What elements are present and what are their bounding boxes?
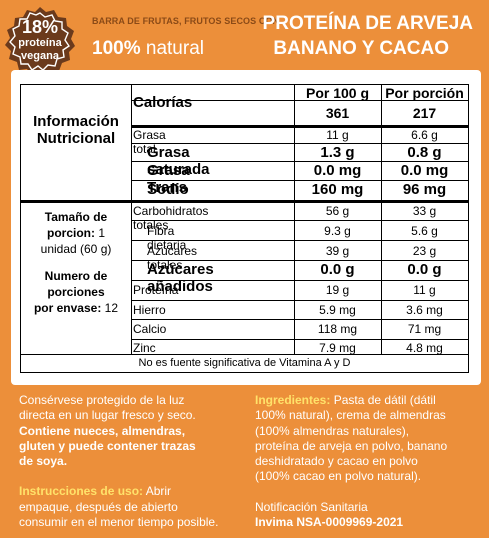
nutrient-per-100g: 39 g: [325, 244, 350, 258]
serving-title-1: Tamaño de: [44, 210, 108, 224]
serving-title-2: porcion:: [46, 226, 95, 240]
nutrient-label: Proteína: [133, 283, 179, 297]
serving-value-1: 1: [98, 226, 106, 240]
ingredients-line-1: Pasta de dátil (dátil: [333, 393, 436, 407]
ingredients-line-4: proteína de arveja en polvo, banano: [255, 438, 448, 453]
nutrient-per-portion: 6.6 g: [411, 128, 438, 142]
nutrient-per-portion: 0.0 g: [407, 261, 442, 278]
nutrient-per-portion: 23 g: [412, 244, 437, 258]
usage-line-1: Abrir: [145, 484, 172, 499]
servings-title-1: Numero de: [44, 269, 108, 283]
serving-value-2: unidad (60 g): [40, 242, 112, 256]
column-per-portion: Por porción: [385, 85, 464, 101]
calories-label: Calorías: [133, 94, 193, 111]
storage-and-usage: Consérvese protegido de la luz directa e…: [19, 393, 254, 530]
ingredients-line-6: (100% cacao en polvo natural).: [255, 469, 422, 484]
subtitle-natural: 100% natural: [92, 38, 204, 60]
ingredients-line-5: deshidratado y cacao en polvo: [255, 454, 418, 469]
nutrient-per-100g: 160 mg: [311, 181, 364, 198]
nutrient-per-portion: 5.6 g: [411, 224, 438, 238]
nutrient-label: Zinc: [133, 341, 156, 355]
nutrient-per-portion: 96 mg: [402, 181, 447, 198]
ingredients-title: Ingredientes:: [255, 393, 331, 407]
nutrition-title: Información Nutricional: [21, 113, 131, 147]
storage-line-2: directa en un lugar fresco y seco.: [19, 408, 196, 423]
nutrient-label: Fibra dietaria: [147, 224, 187, 252]
product-name-line-2: BANANO Y CACAO: [273, 38, 449, 59]
nutrient-per-100g: 1.3 g: [320, 144, 355, 161]
nutrient-per-portion: 71 mg: [407, 322, 442, 336]
nutrient-per-portion: 0.8 g: [407, 144, 442, 161]
subtitle-word: natural: [145, 38, 204, 59]
nutrient-per-portion: 3.6 mg: [406, 303, 443, 317]
nutrition-footnote: No es fuente significativa de Vitamina A…: [138, 357, 351, 369]
nutrient-per-100g: 7.9 mg: [319, 341, 356, 355]
allergen-line-2: gluten y puede contener trazas: [19, 438, 196, 453]
product-name-line-1: PROTEÍNA DE ARVEJA: [262, 13, 473, 34]
servings-per-container: Numero de porciones por envase: 12: [21, 268, 131, 316]
calories-per-100g: 361: [325, 105, 350, 121]
label-card: [11, 70, 481, 385]
nutrient-label: Grasa Trans: [147, 162, 190, 196]
nutrient-per-portion: 11 g: [413, 283, 436, 297]
nutrient-per-100g: 56 g: [325, 204, 350, 218]
usage-title: Instrucciones de uso:: [19, 484, 144, 499]
nutrient-per-100g: 5.9 mg: [319, 303, 356, 317]
nutrient-label: Azúcares añadidos: [147, 261, 214, 295]
badge-line-1: proteína: [18, 37, 62, 49]
sanitary-notification-label: Notificación Sanitaria: [255, 499, 368, 514]
servings-value: 12: [104, 301, 119, 315]
ingredients-line-2: 100% natural), crema de almendras: [255, 408, 446, 423]
nutrient-label: Sodio: [147, 181, 189, 198]
storage-line-1: Consérvese protegido de la luz: [19, 393, 185, 407]
calories-per-portion: 217: [412, 105, 437, 121]
badge-percent: 18%: [21, 17, 59, 37]
nutrient-per-100g: 19 g: [325, 283, 350, 297]
subtitle-percent: 100%: [92, 38, 141, 59]
vegan-protein-badge: 18% proteína vegana: [4, 6, 76, 78]
nutrient-per-100g: 9.3 g: [324, 224, 351, 238]
badge-seal-icon: [5, 7, 75, 76]
nutrient-per-portion: 33 g: [412, 204, 437, 218]
servings-title-3: por envase:: [33, 301, 102, 315]
subtitle-small: BARRA DE FRUTAS, FRUTOS SECOS CON: [92, 16, 280, 26]
column-per-100g: Por 100 g: [305, 85, 370, 101]
sanitary-notification-code: Invima NSA-0009969-2021: [255, 515, 404, 530]
badge-line-2: vegana: [21, 50, 59, 62]
allergen-line-3: de soya.: [19, 454, 68, 469]
usage-line-2: empaque, después de abierto: [19, 499, 178, 514]
nutrient-label: Carbohidratos totales: [133, 204, 209, 232]
servings-title-2: porciones: [47, 285, 105, 299]
serving-size: Tamaño de porcion: 1 unidad (60 g): [21, 209, 131, 257]
ingredients-line-3: (100% almendras naturales),: [255, 423, 410, 438]
nutrient-label: Grasa total: [133, 128, 166, 156]
nutrient-per-100g: 0.0 mg: [313, 162, 362, 179]
nutrient-per-100g: 118 mg: [317, 322, 358, 336]
usage-line-3: consumir en el menor tiempo posible.: [19, 515, 219, 530]
nutrient-label: Azúcares totales: [147, 244, 198, 272]
nutrient-label: Grasa saturada: [147, 144, 210, 178]
title-line-2: Nutricional: [36, 130, 116, 147]
nutrient-per-portion: 0.0 mg: [400, 162, 449, 179]
nutrient-per-100g: 0.0 g: [320, 261, 355, 278]
nutrient-label: Calcio: [133, 322, 167, 336]
allergen-line-1: Contiene nueces, almendras,: [19, 423, 186, 438]
title-line-1: Información: [33, 113, 119, 130]
nutrient-label: Hierro: [133, 303, 166, 317]
nutrient-per-portion: 4.8 mg: [406, 341, 443, 355]
nutrition-facts-table: Información Nutricional Por 100 g Por po…: [20, 84, 469, 373]
nutrient-per-100g: 11 g: [326, 128, 349, 142]
ingredients-and-registry: Ingredientes: Pasta de dátil (dátil 100%…: [255, 393, 485, 530]
